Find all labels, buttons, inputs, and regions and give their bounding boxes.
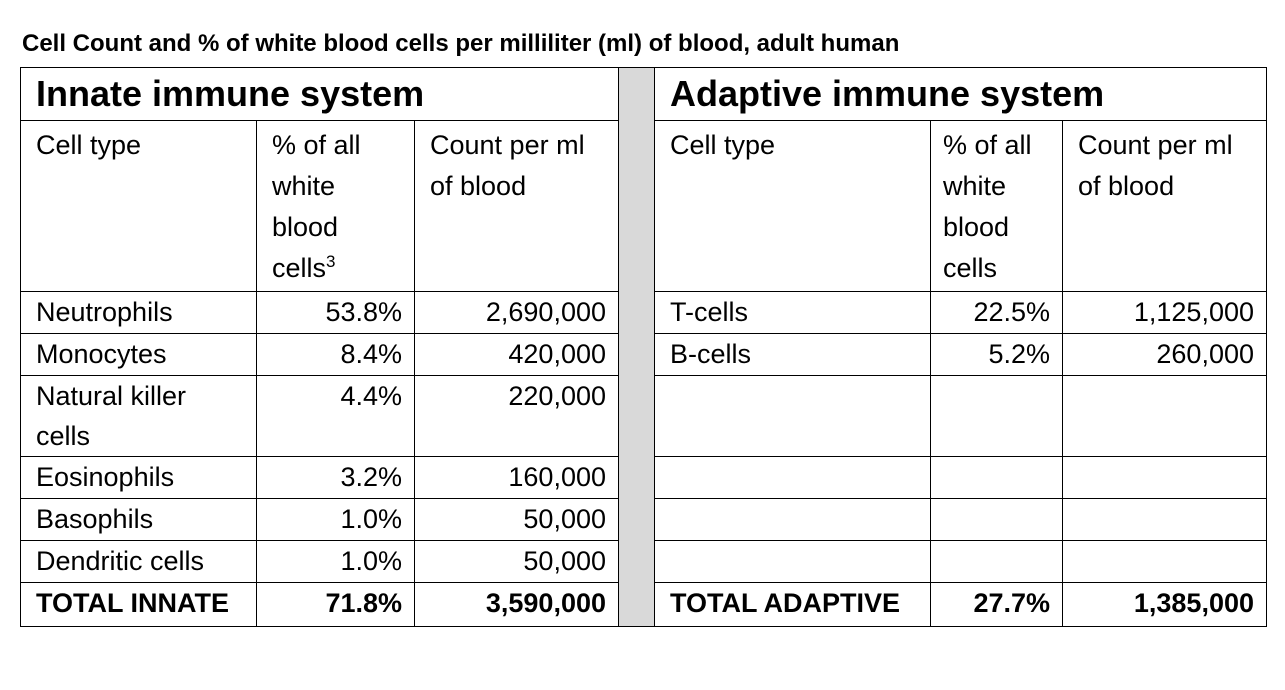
innate-cell-percent: 3.2% — [256, 456, 415, 499]
innate-cell-name: Eosinophils — [20, 456, 257, 499]
adaptive-total-label: TOTAL ADAPTIVE — [654, 582, 931, 627]
innate-total-count: 3,590,000 — [414, 582, 619, 627]
innate-cell-count: 160,000 — [414, 456, 619, 499]
table-row: Monocytes 8.4% 420,000 B-cells 5.2% 260,… — [20, 333, 1267, 376]
adaptive-total-percent: 27.7% — [930, 582, 1063, 627]
empty-cell — [930, 375, 1063, 457]
adaptive-header-percent: % of all white blood cells — [930, 120, 1063, 292]
empty-cell — [1062, 540, 1267, 583]
column-header-row: Cell type % of all white blood cells3 Co… — [20, 120, 1267, 292]
innate-header-percent-text: % of all white blood cells — [272, 130, 361, 283]
total-row: TOTAL INNATE 71.8% 3,590,000 TOTAL ADAPT… — [20, 582, 1267, 627]
innate-section-title: Innate immune system — [20, 67, 619, 121]
innate-header-percent: % of all white blood cells3 — [256, 120, 415, 292]
empty-cell — [1062, 456, 1267, 499]
innate-cell-percent: 8.4% — [256, 333, 415, 376]
empty-cell — [930, 456, 1063, 499]
innate-header-count: Count per ml of blood — [414, 120, 619, 292]
innate-cell-count: 220,000 — [414, 375, 619, 457]
empty-cell — [654, 456, 931, 499]
empty-cell — [930, 540, 1063, 583]
footnote-marker: 3 — [326, 252, 336, 271]
innate-cell-name: Natural killer cells — [20, 375, 257, 457]
adaptive-total-count: 1,385,000 — [1062, 582, 1267, 627]
adaptive-cell-percent: 5.2% — [930, 333, 1063, 376]
adaptive-cell-name: T-cells — [654, 291, 931, 334]
adaptive-header-count: Count per ml of blood — [1062, 120, 1267, 292]
table-row: Basophils 1.0% 50,000 — [20, 498, 1267, 541]
innate-total-label: TOTAL INNATE — [20, 582, 257, 627]
adaptive-header-cell-type: Cell type — [654, 120, 931, 292]
innate-cell-name: Monocytes — [20, 333, 257, 376]
empty-cell — [654, 540, 931, 583]
innate-cell-percent: 1.0% — [256, 540, 415, 583]
adaptive-cell-count: 260,000 — [1062, 333, 1267, 376]
innate-cell-percent: 1.0% — [256, 498, 415, 541]
empty-cell — [930, 498, 1063, 541]
innate-cell-percent: 53.8% — [256, 291, 415, 334]
section-divider — [618, 67, 655, 627]
table-caption: Cell Count and % of white blood cells pe… — [22, 30, 900, 57]
table-row: Eosinophils 3.2% 160,000 — [20, 456, 1267, 499]
innate-cell-percent: 4.4% — [256, 375, 415, 457]
innate-header-cell-type: Cell type — [20, 120, 257, 292]
innate-cell-name: Dendritic cells — [20, 540, 257, 583]
innate-total-percent: 71.8% — [256, 582, 415, 627]
innate-cell-name: Basophils — [20, 498, 257, 541]
empty-cell — [654, 498, 931, 541]
white-blood-cell-table: Innate immune system Adaptive immune sys… — [20, 67, 1267, 627]
innate-cell-count: 420,000 — [414, 333, 619, 376]
adaptive-cell-count: 1,125,000 — [1062, 291, 1267, 334]
adaptive-section-title: Adaptive immune system — [654, 67, 1267, 121]
innate-cell-count: 50,000 — [414, 498, 619, 541]
adaptive-cell-percent: 22.5% — [930, 291, 1063, 334]
innate-cell-name: Neutrophils — [20, 291, 257, 334]
empty-cell — [1062, 498, 1267, 541]
innate-cell-count: 2,690,000 — [414, 291, 619, 334]
section-header-row: Innate immune system Adaptive immune sys… — [20, 67, 1267, 627]
innate-cell-count: 50,000 — [414, 540, 619, 583]
empty-cell — [654, 375, 931, 457]
table-row: Neutrophils 53.8% 2,690,000 T-cells 22.5… — [20, 291, 1267, 334]
table-row: Natural killer cells 4.4% 220,000 — [20, 375, 1267, 457]
adaptive-cell-name: B-cells — [654, 333, 931, 376]
empty-cell — [1062, 375, 1267, 457]
